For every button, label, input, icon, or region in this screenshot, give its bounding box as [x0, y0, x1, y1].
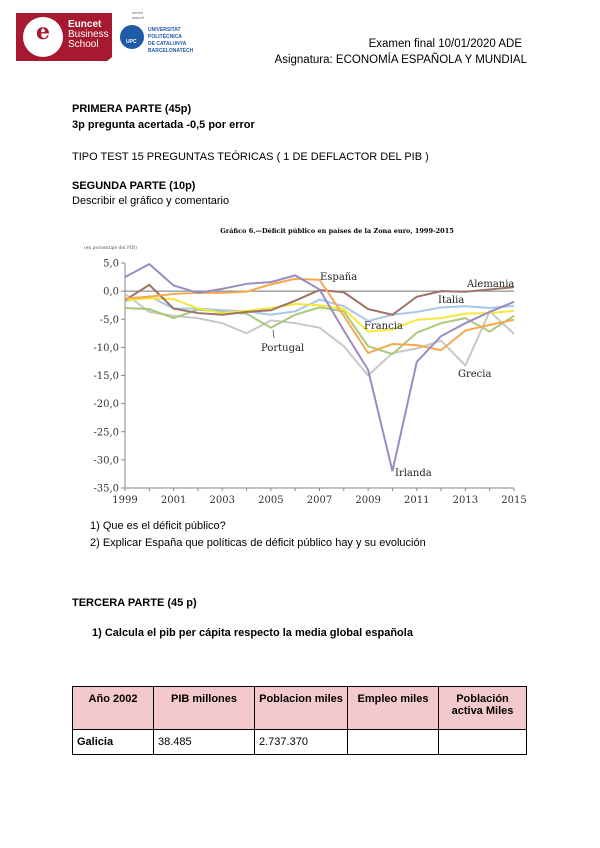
table-cell: Galicia: [72, 729, 154, 755]
series-label: Grecia: [458, 369, 491, 380]
part1-type: TIPO TEST 15 PREGUNTAS TEÓRICAS ( 1 DE D…: [72, 151, 429, 163]
series-label: España: [320, 272, 357, 283]
series-label: Irlanda: [395, 468, 432, 479]
euncet-logo-text: Euncet Business School: [68, 19, 109, 50]
y-tick-label: -20,0: [93, 399, 119, 410]
series-label: Italia: [438, 295, 464, 306]
table-cell: [347, 729, 439, 755]
col-header: Año 2002: [72, 686, 154, 730]
part1-title: PRIMERA PARTE (45p): [72, 103, 192, 115]
upc-name: UNIVERSITAT POLITÈCNICA DE CATALUNYA BARCE…: [148, 27, 194, 54]
col-header: Poblacion miles: [254, 686, 348, 730]
question-1: 1) Que es el déficit público?: [90, 520, 226, 532]
y-tick-label: -10,0: [93, 343, 119, 354]
part2-instruction: Describir el gráfico y comentario: [72, 195, 230, 207]
table-row: Galicia 38.485 2.737.370: [72, 729, 527, 755]
y-tick-label: -15,0: [93, 371, 119, 382]
question-2: 2) Explicar España que políticas de défi…: [90, 537, 426, 549]
part3-title: TERCERA PARTE (45 p): [72, 597, 197, 609]
series-line-españa: [124, 277, 515, 355]
deficit-chart: Gráfico 6.—Déficit público en países de …: [84, 227, 527, 506]
table-cell: [438, 729, 527, 755]
chart-title: Gráfico 6.—Déficit público en países de …: [220, 227, 454, 235]
table-cell: 38.485: [153, 729, 255, 755]
part1-scoring: 3p pregunta acertada -0,5 por error: [72, 119, 255, 131]
series-line-francia: [124, 297, 515, 333]
series-label: Alemania: [466, 279, 514, 290]
chart-ylabel: (en porcentaje del PIB): [84, 244, 137, 251]
x-tick-label: 2001: [161, 495, 186, 506]
exam-title: Examen final 10/01/2020 ADE: [368, 38, 522, 50]
y-tick-label: -35,0: [93, 484, 119, 495]
x-tick-label: 1999: [112, 495, 137, 506]
series-line-irlanda: [124, 262, 515, 472]
subject: Asignatura: ECONOMÍA ESPAÑOLA Y MUNDIAL: [274, 54, 527, 66]
series-label: Portugal: [261, 343, 304, 354]
y-tick-label: -25,0: [93, 427, 119, 438]
euncet-logo: e Euncet Business School: [16, 13, 112, 61]
col-header: Población activa Miles: [438, 686, 527, 730]
x-tick-label: 2013: [453, 495, 478, 506]
x-tick-label: 2005: [258, 495, 283, 506]
upc-caption: centre adscrit: [132, 10, 144, 20]
part2-title: SEGUNDA PARTE (10p): [72, 180, 196, 192]
y-tick-label: 5,0: [103, 259, 119, 270]
col-header: Empleo miles: [347, 686, 439, 730]
col-header: PIB millones: [153, 686, 255, 730]
x-tick-label: 2007: [307, 495, 332, 506]
y-tick-label: -5,0: [100, 315, 119, 326]
upc-emblem: UPC: [120, 25, 144, 49]
x-tick-label: 2009: [355, 495, 380, 506]
x-tick-label: 2003: [210, 495, 235, 506]
euncet-emblem: e: [23, 17, 63, 57]
table-header-row: Año 2002 PIB millones Poblacion miles Em…: [72, 686, 527, 730]
y-tick-label: 0,0: [103, 287, 119, 298]
table-cell: 2.737.370: [254, 729, 348, 755]
data-table: Año 2002 PIB millones Poblacion miles Em…: [72, 686, 527, 755]
y-tick-label: -30,0: [93, 455, 119, 466]
portugal-pointer: [272, 329, 275, 339]
series-line-italia: [124, 295, 515, 323]
x-tick-label: 2015: [501, 495, 526, 506]
part3-question: 1) Calcula el pib per cápita respecto la…: [92, 627, 413, 639]
x-tick-label: 2011: [404, 495, 429, 506]
series-line-grecia: [124, 293, 515, 377]
series-label: Francia: [364, 321, 403, 332]
